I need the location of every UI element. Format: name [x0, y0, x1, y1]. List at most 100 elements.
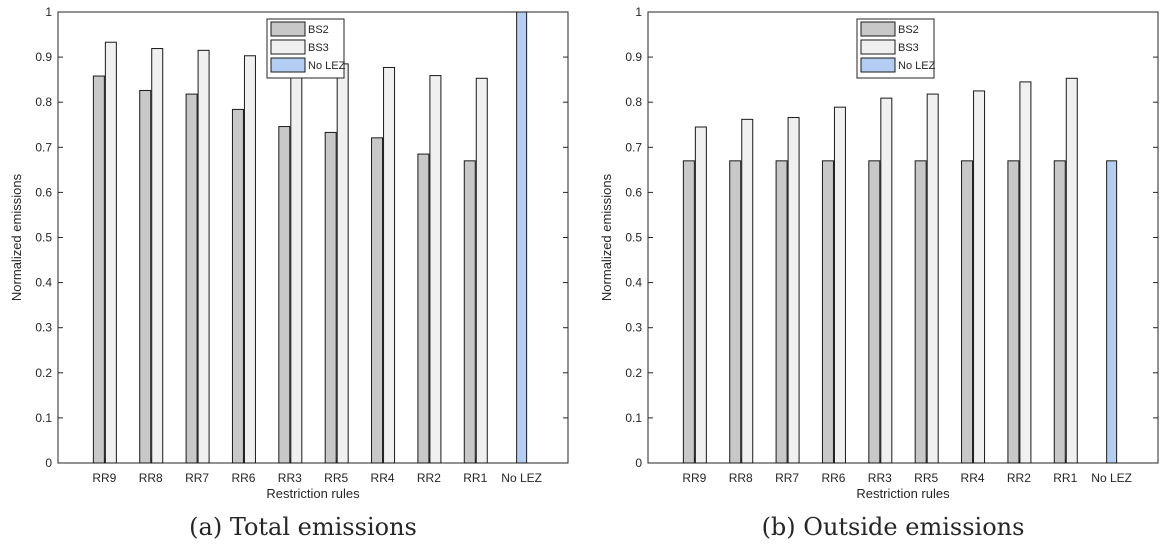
bar-bs3-rr9	[104, 41, 117, 464]
bar-bs3-rr8	[741, 118, 754, 464]
y-tick-label: 0.4	[35, 276, 52, 290]
bar-bs2-rr5	[324, 131, 337, 464]
y-tick-label: 0.8	[625, 95, 642, 109]
y-tick-label: 0.7	[35, 140, 52, 154]
y-tick-label: 0.3	[625, 321, 642, 335]
legend-label: BS2	[308, 24, 329, 36]
y-tick-label: 0.4	[625, 276, 642, 290]
y-tick-label: 0.6	[35, 185, 52, 199]
legend: BS2 BS3 No LEZ	[856, 18, 936, 79]
y-tick-label: 0	[45, 456, 52, 470]
bar-bs3-rr5	[336, 63, 349, 464]
x-tick-label: RR2	[1007, 471, 1031, 485]
x-tick-label: RR6	[231, 471, 255, 485]
legend-swatch-bs3	[860, 39, 896, 55]
y-tick-label: 0	[635, 456, 642, 470]
legend-label: BS3	[308, 42, 329, 54]
x-tick-label: RR5	[324, 471, 348, 485]
plot-area	[647, 11, 1159, 464]
legend-label: No LEZ	[898, 60, 936, 72]
bar-bs3-rr9	[694, 126, 707, 464]
y-axis-label: Normalized emissions	[599, 173, 614, 301]
legend-swatch-bs2	[270, 21, 306, 37]
bar-bs2-rr8	[729, 160, 742, 464]
chart-outside-emissions: 0 0.1 0.2 0.3 0.4 0.5 0.6 0.7 0.8 0.9 1 RR9 RR8 RR7 RR…	[599, 5, 1159, 541]
x-tick-label: RR8	[729, 471, 753, 485]
legend-swatch-bs3	[270, 39, 306, 55]
legend-swatch-no-lez	[860, 57, 896, 73]
x-tick-label: RR3	[868, 471, 892, 485]
bar-bs3-rr2	[429, 75, 442, 464]
y-tick-label: 0.6	[625, 185, 642, 199]
x-tick-label: RR4	[961, 471, 985, 485]
x-tick-label: No LEZ	[501, 471, 542, 485]
x-tick-label: RR5	[914, 471, 938, 485]
bar-bs2-rr9	[682, 160, 695, 464]
bar-bs3-rr7	[787, 117, 800, 464]
bar-bs2-rr7	[185, 93, 198, 464]
bar-bs3-rr4	[973, 90, 986, 464]
x-tick-label: RR7	[185, 471, 209, 485]
bar-bs2-rr1	[463, 160, 476, 464]
x-tick-label: RR4	[371, 471, 395, 485]
y-tick-label: 0.9	[35, 50, 52, 64]
bar-bs3-rr6	[833, 106, 846, 464]
x-tick-label: RR2	[417, 471, 441, 485]
bar-bs3-rr3	[290, 61, 303, 464]
x-tick-label: RR1	[463, 471, 487, 485]
bar-bs3-rr3	[880, 97, 893, 464]
bar-bs2-rr2	[417, 153, 430, 464]
bar-bs2-rr7	[775, 160, 788, 464]
x-tick-label: RR9	[682, 471, 706, 485]
bar-bs2-rr6	[821, 160, 834, 464]
y-tick-label: 0.5	[625, 231, 642, 245]
bar-bs2-rr3	[278, 126, 291, 464]
y-tick-label: 0.1	[625, 411, 642, 425]
bar-bs2-rr1	[1053, 160, 1066, 464]
legend-swatch-bs2	[860, 21, 896, 37]
bar-bs3-rr5	[926, 93, 939, 464]
bar-bs2-rr3	[868, 160, 881, 464]
y-tick-label: 0.9	[625, 50, 642, 64]
bar-bs3-rr2	[1019, 81, 1032, 464]
bar-bs2-rr4	[371, 137, 384, 464]
x-tick-label: RR8	[139, 471, 163, 485]
x-tick-label: No LEZ	[1091, 471, 1132, 485]
legend-swatch-no-lez	[270, 57, 306, 73]
x-tick-label: RR3	[278, 471, 302, 485]
y-tick-label: 0.2	[35, 366, 52, 380]
y-tick-label: 0.8	[35, 95, 52, 109]
legend-label: BS3	[898, 42, 919, 54]
bar-bs2-rr6	[231, 108, 244, 464]
y-tick-label: 1	[45, 5, 52, 19]
bar-no-lez	[516, 11, 528, 464]
bar-bs2-rr2	[1007, 160, 1020, 464]
bar-bs3-rr6	[243, 55, 256, 464]
figure-caption: (b) Outside emissions	[762, 513, 1025, 541]
bar-bs3-rr1	[475, 77, 488, 464]
y-tick-label: 0.3	[35, 321, 52, 335]
legend-label: BS2	[898, 24, 919, 36]
plot-area	[57, 11, 569, 464]
y-tick-label: 0.1	[35, 411, 52, 425]
x-tick-label: RR1	[1053, 471, 1077, 485]
x-tick-label: RR9	[92, 471, 116, 485]
bar-bs3-rr8	[151, 48, 164, 464]
y-tick-label: 1	[635, 5, 642, 19]
legend-label: No LEZ	[308, 60, 346, 72]
bar-bs2-rr5	[914, 160, 927, 464]
legend: BS2 BS3 No LEZ	[266, 18, 346, 79]
bar-bs2-rr4	[961, 160, 974, 464]
bar-bs3-rr4	[383, 66, 396, 464]
x-axis-label: Restriction rules	[856, 486, 950, 501]
x-tick-label: RR7	[775, 471, 799, 485]
bar-bs3-rr7	[197, 49, 210, 464]
y-tick-label: 0.2	[625, 366, 642, 380]
bar-bs3-rr1	[1065, 77, 1078, 464]
y-axis-label: Normalized emissions	[9, 173, 24, 301]
x-tick-label: RR6	[821, 471, 845, 485]
figure-caption: (a) Total emissions	[189, 513, 417, 541]
bar-no-lez	[1106, 160, 1118, 464]
bar-bs2-rr8	[139, 89, 152, 464]
y-tick-label: 0.7	[625, 140, 642, 154]
